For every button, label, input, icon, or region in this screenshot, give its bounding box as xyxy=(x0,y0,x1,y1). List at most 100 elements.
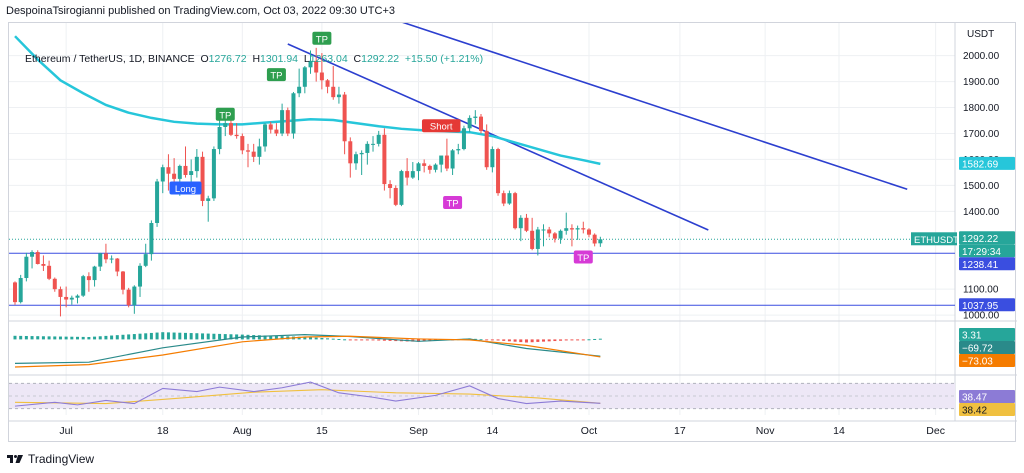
candle-body xyxy=(564,228,569,231)
date-tick-label: Jul xyxy=(59,425,72,437)
price-chart[interactable]: Jul 18 Aug 15 Sep 14 Oct 17 Nov 14 DecUSDT1000.001… xyxy=(9,23,1017,443)
candle-body xyxy=(388,184,393,188)
candle-body xyxy=(308,60,313,68)
candle-body xyxy=(325,80,330,87)
price-tick-label: 1900.00 xyxy=(963,77,1000,88)
signal-marker xyxy=(443,196,463,210)
macd-histogram-bar xyxy=(252,335,256,340)
candle-body xyxy=(223,123,228,127)
level-value-tag-bg xyxy=(959,257,1015,271)
footer-brand[interactable]: TradingView xyxy=(6,452,94,466)
candle-body xyxy=(160,167,165,182)
candle-body xyxy=(35,252,40,264)
level-value-tag: 1037.95 xyxy=(962,301,999,312)
macd-histogram-bar xyxy=(564,339,568,341)
date-tick-label: 17 xyxy=(674,425,686,437)
rsi-value-tag: 38.47 xyxy=(962,393,987,404)
candle-body xyxy=(234,134,239,137)
macd-histogram-bar xyxy=(314,337,318,340)
candle-body xyxy=(47,265,52,279)
macd-histogram-bar xyxy=(309,337,313,340)
macd-histogram-bar xyxy=(382,339,386,341)
macd-histogram-bar xyxy=(354,339,358,341)
signal-marker-label: TP xyxy=(270,71,282,82)
candle-body xyxy=(353,154,358,164)
price-axis-title: USDT xyxy=(967,29,994,40)
rsi-value-tag: 38.42 xyxy=(962,406,987,417)
candle-body xyxy=(581,228,586,230)
macd-histogram-bar xyxy=(19,335,23,340)
candle-body xyxy=(291,93,296,134)
candle-body xyxy=(592,234,597,244)
candle-body xyxy=(586,229,591,235)
rsi-value-tag-bg xyxy=(959,390,1015,403)
macd-histogram-bar xyxy=(98,336,102,340)
open-value: 1276.72 xyxy=(208,53,247,65)
price-tick-label: 1100.00 xyxy=(963,285,999,296)
candle-body xyxy=(336,94,341,98)
signal-marker-label: TP xyxy=(577,253,589,264)
candle-body xyxy=(371,143,376,145)
macd-histogram-bar xyxy=(70,336,74,340)
candle-body xyxy=(365,143,370,153)
macd-histogram-bar xyxy=(581,339,585,341)
candle-body xyxy=(13,282,17,303)
macd-histogram-bar xyxy=(502,339,506,341)
macd-histogram-bar xyxy=(348,339,352,341)
candle-body xyxy=(52,278,57,290)
macd-histogram-bar xyxy=(104,335,108,340)
candle-body xyxy=(263,124,268,147)
macd-histogram-bar xyxy=(542,339,546,342)
last-price-tag-bg xyxy=(959,231,1015,245)
candle-body xyxy=(268,124,273,130)
macd-histogram-bar xyxy=(138,333,142,340)
macd-histogram-bar xyxy=(178,332,182,340)
price-tick-label: 1400.00 xyxy=(963,207,1000,218)
macd-histogram-bar xyxy=(416,339,420,342)
candle-body xyxy=(552,233,557,239)
candle-body xyxy=(246,150,250,152)
macd-histogram-bar xyxy=(144,333,148,340)
macd-histogram-bar xyxy=(559,339,563,341)
macd-histogram-bar xyxy=(201,333,205,340)
publisher-line: DespoinaTsirogianni published on Trading… xyxy=(6,5,396,17)
macd-histogram-bar xyxy=(218,333,222,340)
signal-marker-label: Short xyxy=(430,122,453,133)
low-label: L xyxy=(303,53,310,65)
rsi-ma-line xyxy=(14,389,601,405)
candle-body xyxy=(228,123,233,135)
candle-body xyxy=(422,163,427,166)
macd-value-tag: −73.03 xyxy=(962,357,993,368)
candle-body xyxy=(507,193,512,204)
date-tick-label: 14 xyxy=(487,425,499,437)
macd-histogram-bar xyxy=(110,335,114,340)
macd-histogram-bar xyxy=(155,332,159,340)
symbol-name: Ethereum / TetherUS, 1D, BINANCE xyxy=(25,53,195,65)
candle-body xyxy=(172,173,177,179)
candle-body xyxy=(433,164,438,170)
macd-histogram-bar xyxy=(24,335,28,340)
candle-body xyxy=(461,128,466,150)
candle-body xyxy=(103,253,108,260)
candle-body xyxy=(166,167,171,174)
candle-body xyxy=(399,171,404,205)
macd-histogram-bar xyxy=(41,336,45,340)
candle-body xyxy=(569,228,574,230)
macd-histogram-bar xyxy=(81,336,85,340)
high-label: H xyxy=(252,53,261,65)
macd-value-tag-bg xyxy=(959,328,1015,341)
macd-value-tag: −69.72 xyxy=(962,344,993,355)
macd-histogram-bar xyxy=(388,339,392,341)
candle-body xyxy=(58,289,63,297)
candle-body xyxy=(439,155,444,165)
date-tick-label: Dec xyxy=(926,425,945,437)
signal-marker-label: TP xyxy=(219,110,231,121)
signal-marker xyxy=(421,119,461,133)
macd-histogram-bar xyxy=(485,339,489,341)
candle-body xyxy=(479,116,483,131)
macd-histogram-bar xyxy=(507,339,511,342)
countdown-tag: 17:29:34 xyxy=(962,247,1001,258)
low-value: 1263.04 xyxy=(309,53,348,65)
macd-histogram-bar xyxy=(87,337,91,340)
price-tick-label: 1800.00 xyxy=(963,103,1000,114)
